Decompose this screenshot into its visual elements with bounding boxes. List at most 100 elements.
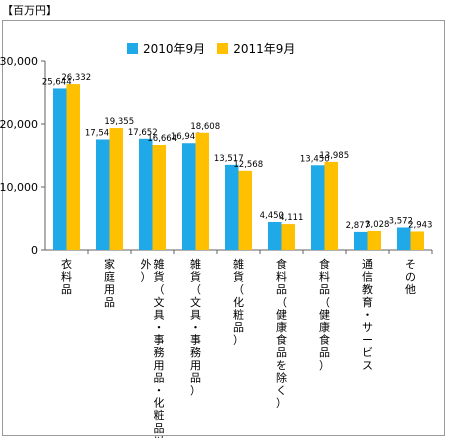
unit-label: 【百万円】 <box>2 4 57 17</box>
data-label: 12,568 <box>233 160 263 170</box>
x-tick-label-char: 教 <box>362 283 373 296</box>
data-label: 4,450 <box>260 211 284 221</box>
x-tick-label-char: ） <box>319 359 330 372</box>
x-tick-label-char: ・ <box>154 384 165 397</box>
x-tick-label-char: 品 <box>319 283 330 296</box>
x-tick-label-char: 貨 <box>154 270 165 284</box>
data-label: 26,332 <box>61 73 91 83</box>
x-tick-label-char: ・ <box>154 321 165 334</box>
x-tick-label-char: 品 <box>154 422 165 435</box>
bar <box>66 84 80 250</box>
legend-item-2010: 2010年9月 <box>127 40 205 57</box>
legend: 2010年9月 2011年9月 <box>127 40 307 56</box>
data-label: 18,608 <box>190 122 220 132</box>
x-tick-label-char: 他 <box>405 283 416 296</box>
legend-label-2010: 2010年9月 <box>143 41 206 56</box>
x-tick-label-char: 雑 <box>154 257 165 271</box>
bar <box>311 165 325 250</box>
bar <box>96 139 110 250</box>
x-tick-label-char: 化 <box>154 396 165 410</box>
x-tick-label-char: 食 <box>276 333 287 347</box>
x-tick-label-char: 外 <box>141 258 152 271</box>
legend-label-2011: 2011年9月 <box>233 41 296 56</box>
x-tick-label-char: 食 <box>276 257 287 271</box>
data-label: 17,543 <box>85 128 115 138</box>
data-label: 19,355 <box>104 117 134 127</box>
x-tick-label-char: （ <box>233 283 244 296</box>
y-tick-label: 20,000 <box>0 118 38 131</box>
x-tick-label-char: ・ <box>362 308 373 321</box>
x-tick-label-char: 雑 <box>190 257 201 271</box>
bar <box>195 132 209 250</box>
bar <box>281 224 295 250</box>
x-tick-label-char: 用 <box>190 359 201 372</box>
x-tick-label-char: （ <box>190 283 201 296</box>
x-tick-label-char: ） <box>190 384 201 397</box>
x-tick-label-char: 具 <box>154 308 165 321</box>
bar <box>410 231 424 250</box>
x-tick-label-char: く <box>276 384 287 397</box>
data-label: 13,517 <box>214 154 244 164</box>
legend-item-2011: 2011年9月 <box>217 40 295 57</box>
x-tick-label-char: 務 <box>154 345 165 359</box>
x-tick-label-char: 庭 <box>104 270 115 284</box>
data-label: 2,877 <box>346 221 370 231</box>
x-tick-label-char: 健 <box>276 308 287 321</box>
x-tick-label-char: 食 <box>319 333 330 347</box>
bar <box>109 128 123 250</box>
x-tick-label-char: 料 <box>61 270 72 284</box>
x-tick-label-char: 粧 <box>233 308 244 321</box>
x-tick-label-char: 事 <box>154 334 165 347</box>
x-tick-label-char: 品 <box>190 371 201 384</box>
x-tick-label-char: 料 <box>319 270 330 284</box>
data-label: 3,028 <box>365 220 389 230</box>
x-tick-label-char: ・ <box>190 321 201 334</box>
x-tick-label-char: 康 <box>319 320 330 334</box>
x-tick-label-char: ） <box>233 334 244 347</box>
x-tick-label-char: （ <box>276 296 287 309</box>
x-tick-label-char: ） <box>141 271 152 284</box>
x-tick-label-char: 除 <box>276 370 287 384</box>
x-tick-label-char: 信 <box>362 271 373 284</box>
x-tick-label-char: 通 <box>362 258 373 271</box>
x-tick-label-char: を <box>276 359 287 372</box>
x-tick-label-char: 品 <box>61 283 72 296</box>
bar <box>324 161 338 250</box>
x-tick-label-char: 料 <box>276 270 287 284</box>
bar <box>367 230 381 250</box>
bar <box>397 227 411 250</box>
x-tick-label-char: 用 <box>104 283 115 296</box>
x-tick-label-char: ビ <box>362 346 373 359</box>
bar <box>238 170 252 250</box>
data-label: 25,644 <box>42 77 72 87</box>
y-tick-label: 0 <box>31 244 38 257</box>
x-tick-label-char: 品 <box>319 346 330 359</box>
x-tick-label-char: 以 <box>154 434 165 438</box>
x-tick-label-char: 粧 <box>154 409 165 422</box>
x-tick-label-char: 務 <box>190 345 201 359</box>
data-label: 17,652 <box>128 128 158 138</box>
x-tick-label-char: 事 <box>190 334 201 347</box>
x-tick-label-char: 品 <box>104 296 115 309</box>
bar <box>139 138 153 250</box>
bar <box>182 143 196 250</box>
x-tick-label-char: 雑 <box>233 257 244 271</box>
x-tick-label-char: ー <box>362 334 373 347</box>
x-tick-label-char: ） <box>276 397 287 410</box>
y-tick-label: 10,000 <box>0 181 38 194</box>
x-tick-label-char: 品 <box>233 321 244 334</box>
x-tick-label-char: 品 <box>276 283 287 296</box>
x-tick-label-char: サ <box>362 321 373 334</box>
x-tick-label-char: 貨 <box>233 270 244 284</box>
data-label: 13,985 <box>319 151 349 161</box>
bar <box>354 231 368 250</box>
legend-swatch-2010 <box>127 42 138 54</box>
data-label: 2,943 <box>408 220 432 230</box>
x-tick-label-char: 具 <box>190 308 201 321</box>
bar <box>225 164 239 250</box>
x-tick-label-char: （ <box>319 296 330 309</box>
chart-frame <box>2 20 445 436</box>
x-tick-label-char: 文 <box>154 295 165 309</box>
x-tick-label-char: 育 <box>362 295 373 309</box>
